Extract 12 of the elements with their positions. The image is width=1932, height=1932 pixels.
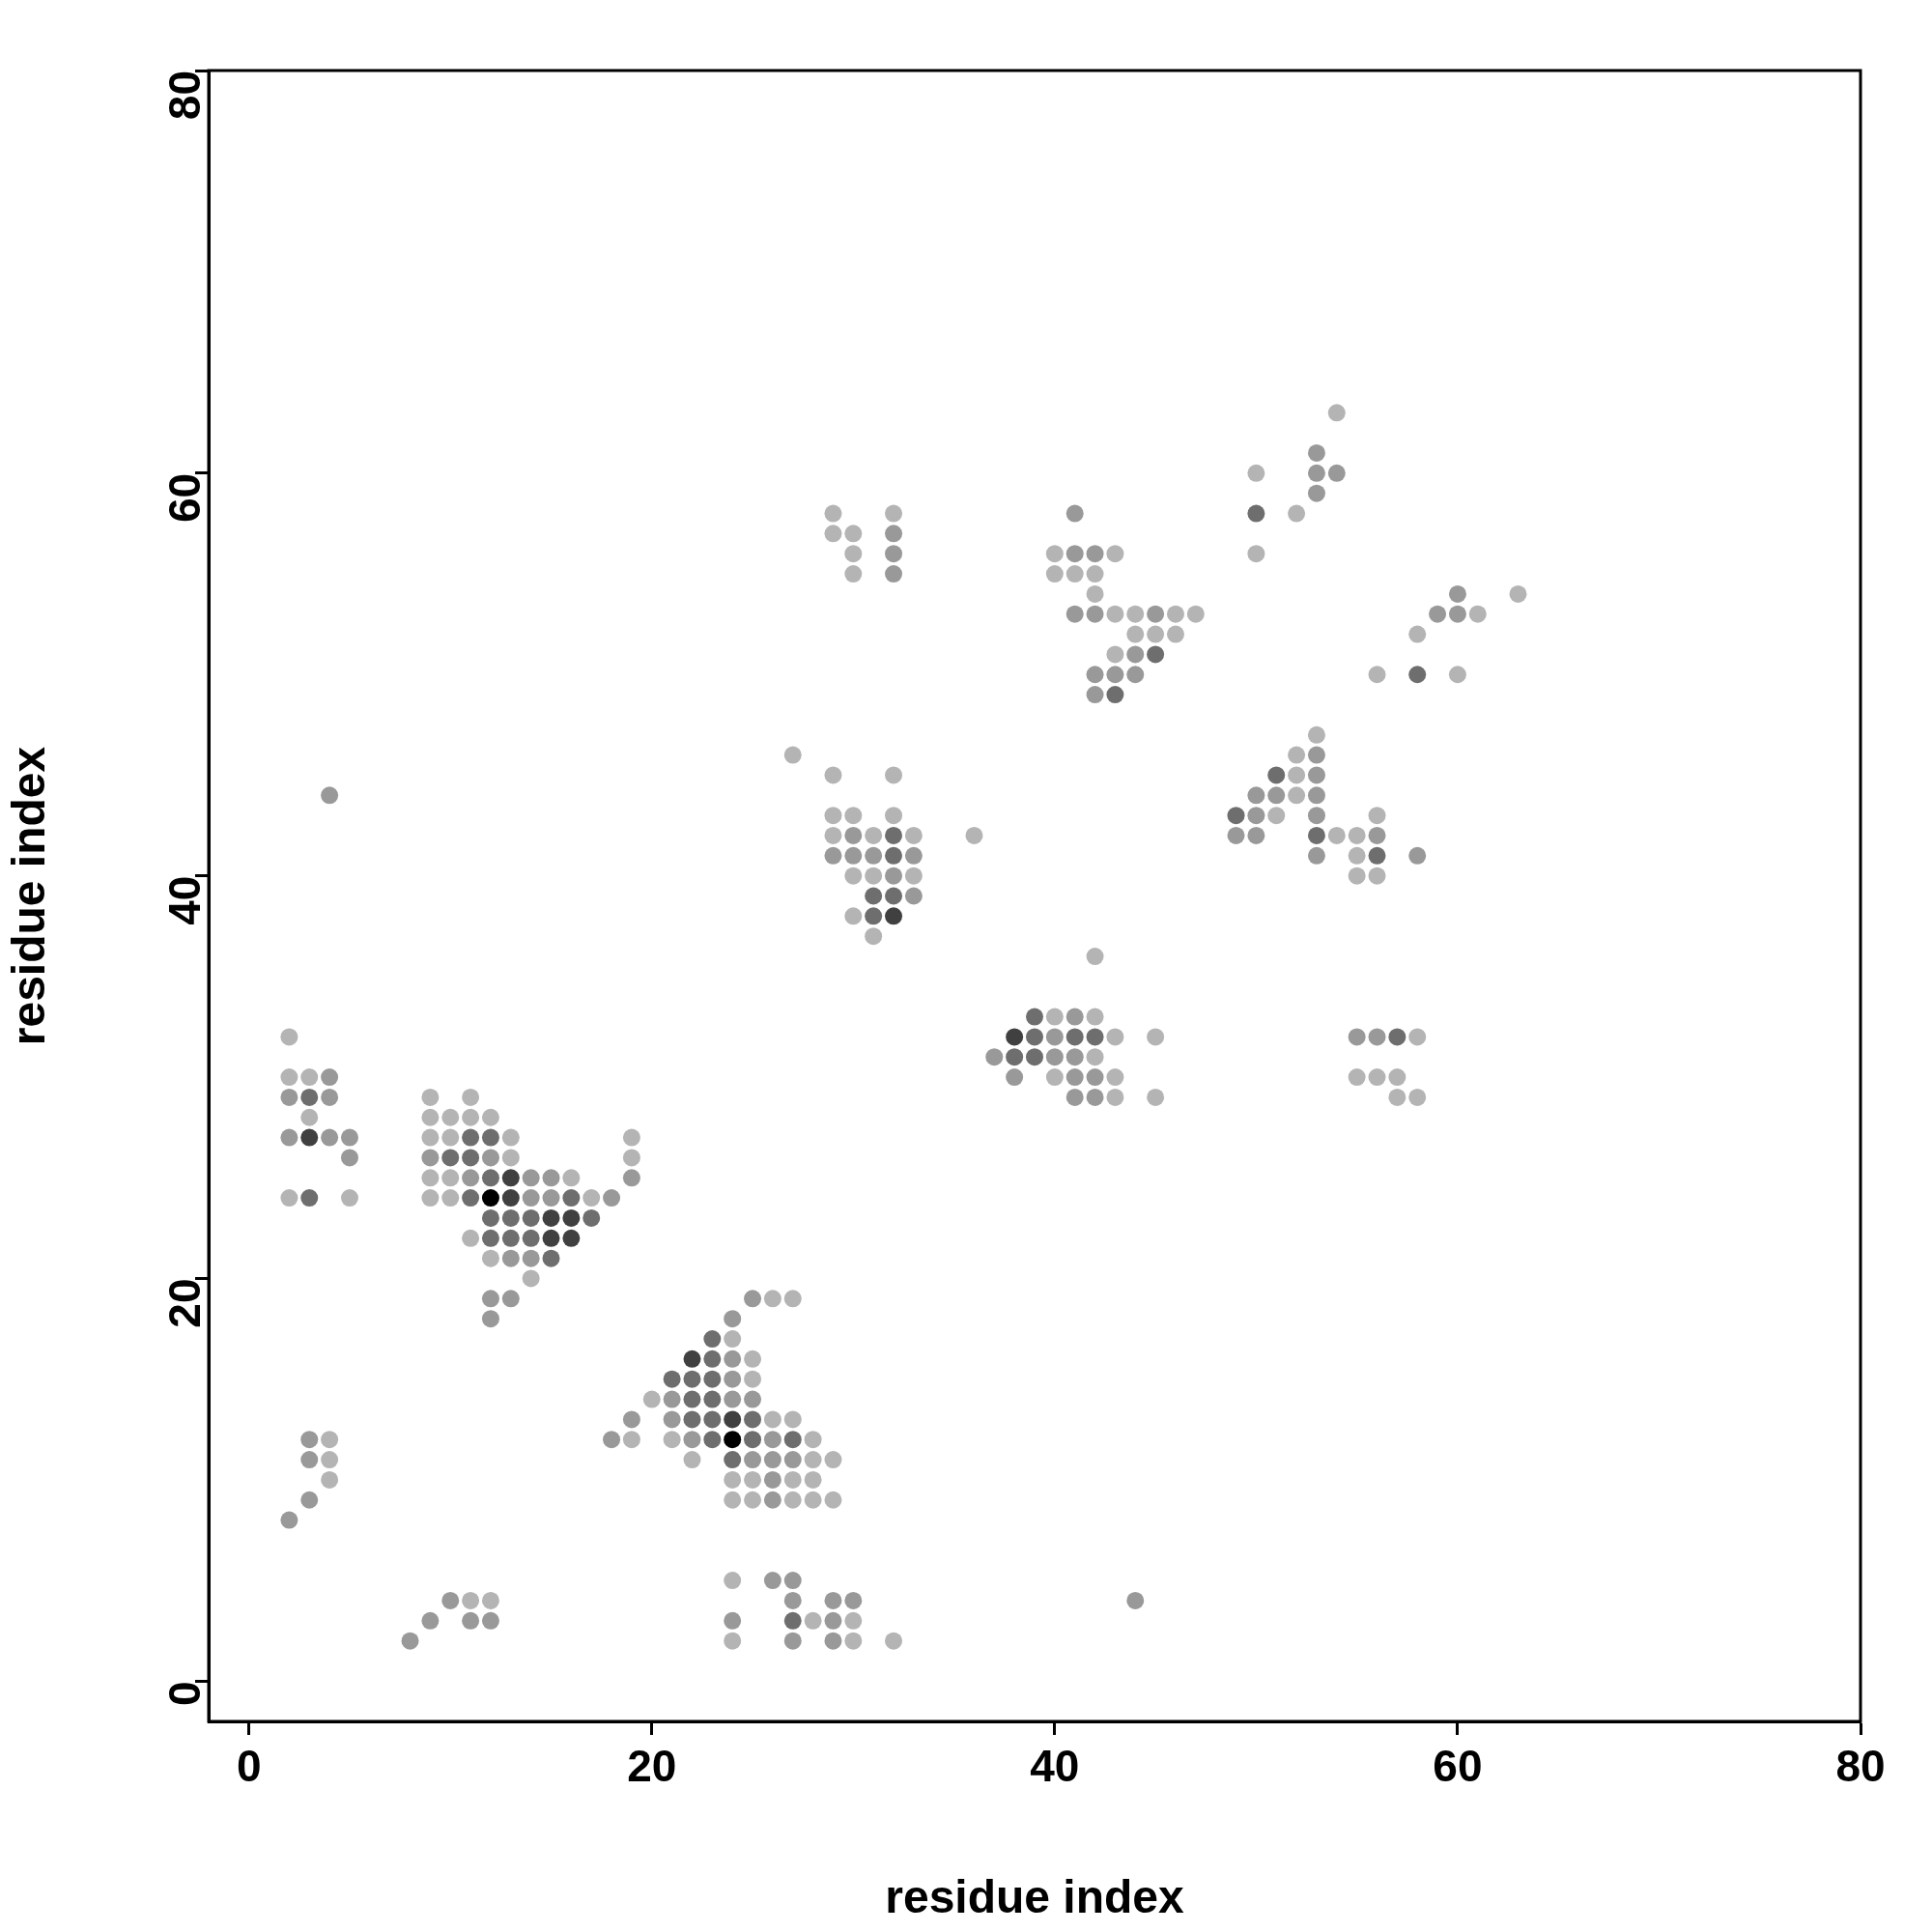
x-tick-label: 20 (627, 1741, 677, 1792)
x-tick-label: 60 (1433, 1741, 1483, 1792)
x-tick-label: 80 (1835, 1741, 1886, 1792)
x-axis-title: residue index (885, 1871, 1185, 1923)
y-axis-title: residue index (3, 746, 55, 1046)
y-tick-label: 20 (158, 1278, 210, 1328)
y-tick-label: 80 (158, 71, 210, 121)
y-tick-label: 0 (158, 1681, 210, 1706)
x-tick-label: 0 (236, 1741, 262, 1792)
y-tick-label: 40 (158, 875, 210, 925)
x-tick-label: 40 (1030, 1741, 1080, 1792)
y-tick-label: 60 (158, 472, 210, 523)
